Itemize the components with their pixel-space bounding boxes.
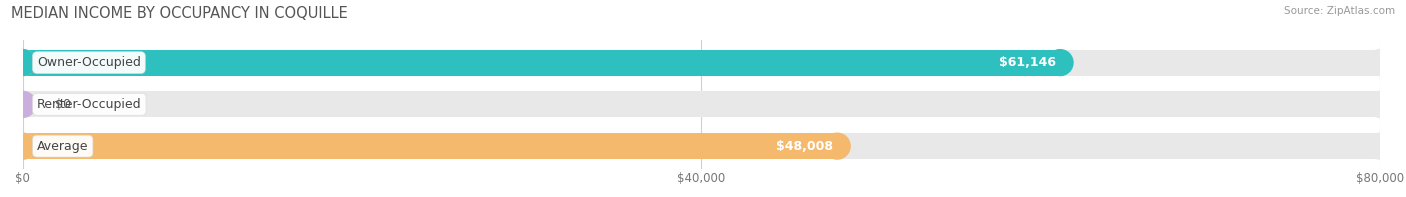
Bar bbox=[22, 133, 1379, 159]
Ellipse shape bbox=[10, 91, 35, 117]
Ellipse shape bbox=[10, 50, 35, 75]
Text: MEDIAN INCOME BY OCCUPANCY IN COQUILLE: MEDIAN INCOME BY OCCUPANCY IN COQUILLE bbox=[11, 6, 349, 21]
Ellipse shape bbox=[10, 133, 35, 159]
Ellipse shape bbox=[10, 91, 35, 117]
Text: Source: ZipAtlas.com: Source: ZipAtlas.com bbox=[1284, 6, 1395, 16]
Bar bbox=[22, 133, 837, 159]
Bar bbox=[22, 50, 1060, 75]
Ellipse shape bbox=[1367, 91, 1393, 117]
Text: Renter-Occupied: Renter-Occupied bbox=[37, 98, 142, 111]
Ellipse shape bbox=[10, 50, 35, 75]
Text: $0: $0 bbox=[55, 98, 72, 111]
Text: $61,146: $61,146 bbox=[1000, 56, 1056, 69]
Ellipse shape bbox=[1047, 50, 1073, 75]
Bar bbox=[22, 91, 1379, 117]
Ellipse shape bbox=[1367, 50, 1393, 75]
Ellipse shape bbox=[10, 133, 35, 159]
Text: Owner-Occupied: Owner-Occupied bbox=[37, 56, 141, 69]
Ellipse shape bbox=[824, 133, 851, 159]
Bar bbox=[22, 50, 1379, 75]
Text: Average: Average bbox=[37, 140, 89, 153]
Ellipse shape bbox=[1367, 133, 1393, 159]
Text: $48,008: $48,008 bbox=[776, 140, 834, 153]
